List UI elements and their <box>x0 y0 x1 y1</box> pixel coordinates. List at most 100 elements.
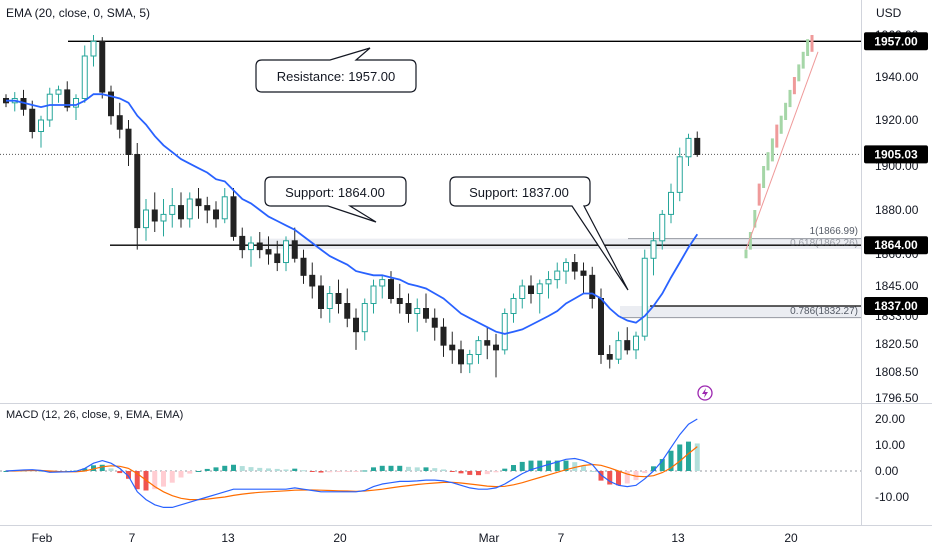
candle-body <box>81 55 88 99</box>
macd-histogram-bar <box>213 467 219 471</box>
price-tick-label: 1880.00 <box>875 203 919 217</box>
support-1837-price-tag: 1837.00 <box>874 299 918 313</box>
candle-body <box>46 93 53 121</box>
candle-body <box>423 308 429 319</box>
fib-level-1-label: 1(1866.99) <box>810 226 858 237</box>
projection-bar <box>810 35 814 52</box>
macd-histogram-bar <box>528 460 534 471</box>
candle-body <box>370 285 377 304</box>
macd-histogram-bar <box>318 471 324 473</box>
support-1864-callout[interactable]: Support: 1864.00 <box>264 176 407 223</box>
lightning-icon-glyph <box>702 388 708 398</box>
candle-body <box>589 274 596 300</box>
macd-histogram-bar <box>301 470 306 472</box>
projection-bar <box>779 115 783 134</box>
support-1837-callout-text: Support: 1837.00 <box>469 185 569 200</box>
macd-histogram-bar <box>371 467 376 471</box>
macd-histogram-bar <box>493 471 499 473</box>
candle-body <box>388 279 394 300</box>
projection-bar <box>801 51 805 69</box>
candle-body <box>694 137 701 155</box>
candle-body <box>580 270 587 276</box>
candle-body <box>169 205 176 215</box>
macd-histogram-bar <box>231 464 236 471</box>
projection-bar <box>806 39 810 56</box>
candle-body <box>344 303 351 319</box>
candle-body <box>64 89 71 108</box>
candle-body <box>633 335 639 351</box>
candle-body <box>405 303 412 314</box>
candle-body <box>545 279 552 285</box>
projection-bars <box>744 35 819 259</box>
candle-body <box>685 137 692 158</box>
macd-histogram-bar <box>484 471 490 475</box>
candle-body <box>414 308 421 314</box>
ema-line-group <box>6 93 699 335</box>
candle-body <box>55 89 62 95</box>
support-1864-callout-box <box>264 176 407 223</box>
candle-body <box>256 242 263 251</box>
macd-axis: 20.00 10.00 0.00 -10.00 <box>875 412 909 504</box>
candle-body <box>440 326 447 346</box>
candle-body <box>248 242 254 251</box>
price-tick-label: 1796.50 <box>875 391 919 405</box>
candle-body <box>151 209 158 222</box>
lightning-icon[interactable] <box>697 385 713 401</box>
fib-zone-band-lower <box>620 306 861 318</box>
candle-body <box>659 213 666 242</box>
macd-histogram-bar <box>362 470 368 472</box>
candle-body <box>475 340 482 356</box>
candle-body <box>676 156 683 193</box>
projection-bar <box>788 89 792 108</box>
macd-panel <box>0 418 861 508</box>
resistance-callout[interactable]: Resistance: 1957.00 <box>255 47 417 93</box>
macd-histogram-bar <box>222 465 228 471</box>
candle-body <box>134 154 141 229</box>
time-tick-label: 7 <box>129 531 136 545</box>
resistance-callout-text: Resistance: 1957.00 <box>277 69 396 84</box>
resistance-callout-box <box>255 47 417 93</box>
candle-body <box>125 128 132 155</box>
candle-body <box>195 198 202 207</box>
macd-histogram-bar <box>659 459 665 471</box>
macd-tick-label: 10.00 <box>875 438 905 452</box>
macd-histogram-bar <box>554 460 560 471</box>
candle-body <box>458 349 464 365</box>
candle-body <box>396 298 403 304</box>
projection-bar <box>792 77 796 95</box>
candle-body <box>563 262 569 272</box>
candle-body <box>99 40 106 93</box>
macd-histogram-bar <box>651 466 656 471</box>
macd-histogram-bar <box>309 471 315 472</box>
candle-body <box>484 340 491 346</box>
macd-histogram-bar <box>134 471 140 490</box>
macd-histogram-bar <box>292 468 298 471</box>
price-tick-label: 1845.00 <box>875 279 919 293</box>
candle-body <box>204 205 211 211</box>
support-1837-callout[interactable]: Support: 1837.00 <box>449 176 629 291</box>
time-tick-label: 20 <box>333 531 347 545</box>
candle-body <box>466 354 473 365</box>
macd-title[interactable]: MACD (12, 26, close, 9, EMA, EMA) <box>6 409 183 421</box>
support-1837-callout-box <box>449 176 629 291</box>
macd-histogram-bar <box>257 467 263 471</box>
projection-path-line <box>745 51 819 250</box>
candlestick-series <box>3 35 701 378</box>
price-tick-label: 1940.00 <box>875 70 919 84</box>
macd-histogram-bar <box>388 465 394 471</box>
macd-histogram-bar <box>432 468 438 471</box>
macd-histogram-bar <box>537 460 543 471</box>
candle-body <box>606 354 613 360</box>
macd-histogram-bar <box>686 441 691 471</box>
candle-body <box>309 274 316 287</box>
indicator-label[interactable]: EMA (20, close, 0, SMA, 5) <box>6 6 150 20</box>
fib-zone-band-upper <box>260 238 861 250</box>
macd-histogram-bar <box>406 466 411 471</box>
candle-body <box>186 198 193 220</box>
fib-level-0786-label: 0.786(1832.27) <box>790 306 858 317</box>
macd-histogram-bar <box>379 465 385 471</box>
candle-body <box>615 340 622 360</box>
time-tick-label: 20 <box>784 531 798 545</box>
